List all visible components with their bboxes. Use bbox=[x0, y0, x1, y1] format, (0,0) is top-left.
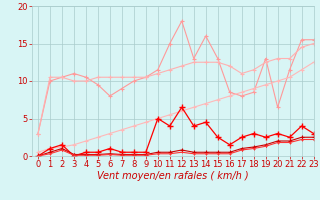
X-axis label: Vent moyen/en rafales ( km/h ): Vent moyen/en rafales ( km/h ) bbox=[97, 171, 249, 181]
